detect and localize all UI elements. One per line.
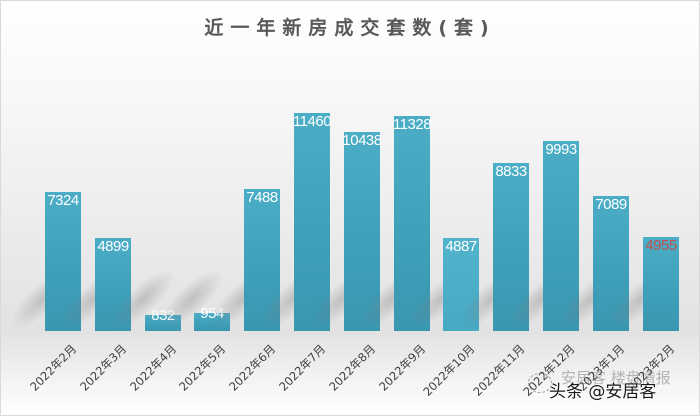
x-axis-label: 2022年11月: [470, 341, 528, 399]
value-label: 7488: [246, 189, 278, 206]
bar: [443, 238, 479, 331]
value-label: 954: [182, 305, 242, 322]
x-axis-label: 2022年10月: [420, 341, 478, 399]
value-label: 11328: [392, 116, 432, 133]
value-label: 4887: [445, 238, 477, 255]
value-label: 11460: [292, 113, 332, 130]
bar: [493, 163, 529, 331]
x-axis-label: 2022年4月: [127, 341, 180, 394]
bar: [643, 237, 679, 331]
value-label: 7089: [595, 196, 627, 213]
x-axis-label: 2022年2月: [27, 341, 80, 394]
value-label: 7324: [47, 192, 79, 209]
bar: [344, 132, 380, 331]
bar: [145, 315, 181, 331]
value-label: 10438: [342, 132, 382, 149]
bar: [45, 192, 81, 331]
bar: [394, 116, 430, 331]
x-axis-label: 2022年8月: [326, 341, 379, 394]
watermark: 头条 @安居客: [549, 382, 657, 402]
x-axis-label: 2022年7月: [276, 341, 329, 394]
bar: [543, 141, 579, 331]
x-axis-label: 2022年6月: [226, 341, 279, 394]
bar: [95, 238, 131, 331]
bar: [593, 196, 629, 331]
wechat-icon: [528, 373, 552, 393]
bar: [244, 189, 280, 331]
value-label: 9993: [545, 141, 577, 158]
x-axis-label: 2022年3月: [77, 341, 130, 394]
value-label: 8833: [495, 163, 527, 180]
x-axis-label: 2022年5月: [176, 341, 229, 394]
bar: [194, 313, 230, 331]
watermark-ghost: 安居客 楼盘情报: [561, 369, 671, 387]
bar: [294, 113, 330, 331]
value-label: 4899: [97, 238, 129, 255]
value-label: 832: [133, 307, 193, 324]
value-label: 4955: [645, 237, 677, 254]
chart-title: 近一年新房成交套数(套): [204, 17, 496, 39]
